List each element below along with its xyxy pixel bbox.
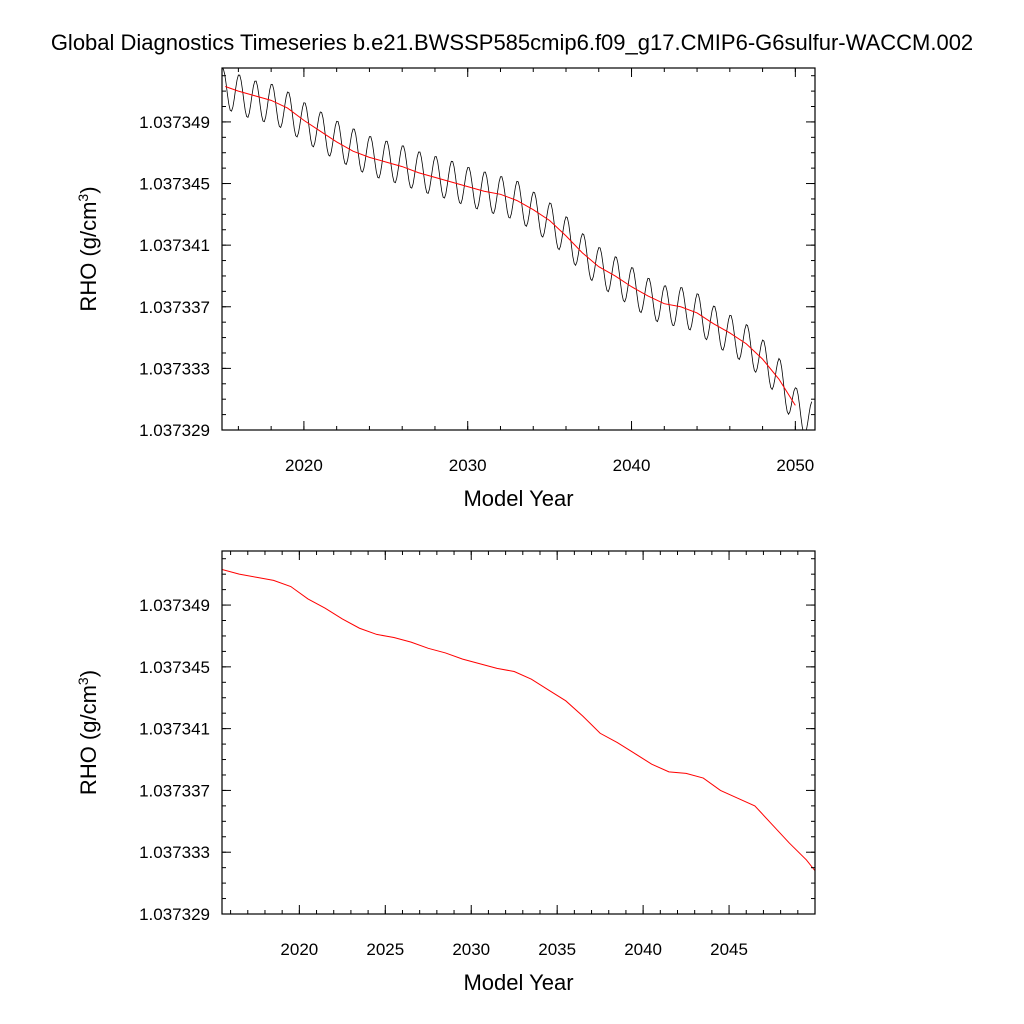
y-tick-label: 1.037333 — [139, 843, 210, 862]
x-tick-label: 2020 — [285, 456, 323, 475]
y-tick-label: 1.037349 — [139, 596, 210, 615]
series-smoothed-line — [222, 569, 815, 872]
page-title: Global Diagnostics Timeseries b.e21.BWSS… — [50, 30, 974, 55]
x-tick-label: 2025 — [366, 940, 404, 959]
x-tick-label: 2040 — [624, 940, 662, 959]
y-tick-label: 1.037329 — [139, 905, 210, 924]
x-axis-label: Model Year — [463, 970, 573, 995]
plot-frame — [221, 550, 816, 915]
x-tick-label: 2020 — [280, 940, 318, 959]
series-smoothed-line — [225, 86, 796, 406]
y-tick-label: 1.037345 — [139, 658, 210, 677]
x-tick-label: 2045 — [710, 940, 748, 959]
y-tick-label: 1.037333 — [139, 359, 210, 378]
y-axis-label: RHO (g/cm3) — [75, 186, 101, 311]
y-tick-label: 1.037345 — [139, 175, 210, 194]
y-tick-label: 1.037341 — [139, 236, 210, 255]
plot-frame — [221, 67, 816, 431]
x-tick-label: 2035 — [538, 940, 576, 959]
x-tick-label: 2050 — [776, 456, 814, 475]
x-axis-label: Model Year — [463, 486, 573, 511]
y-tick-label: 1.037337 — [139, 781, 210, 800]
series-raw-line — [222, 68, 813, 430]
x-tick-label: 2030 — [449, 456, 487, 475]
x-tick-label: 2030 — [452, 940, 490, 959]
y-tick-label: 1.037349 — [139, 113, 210, 132]
y-tick-label: 1.037329 — [139, 421, 210, 440]
y-axis-label: RHO (g/cm3) — [75, 670, 101, 795]
y-tick-label: 1.037341 — [139, 720, 210, 739]
y-tick-label: 1.037337 — [139, 298, 210, 317]
x-tick-label: 2040 — [613, 456, 651, 475]
